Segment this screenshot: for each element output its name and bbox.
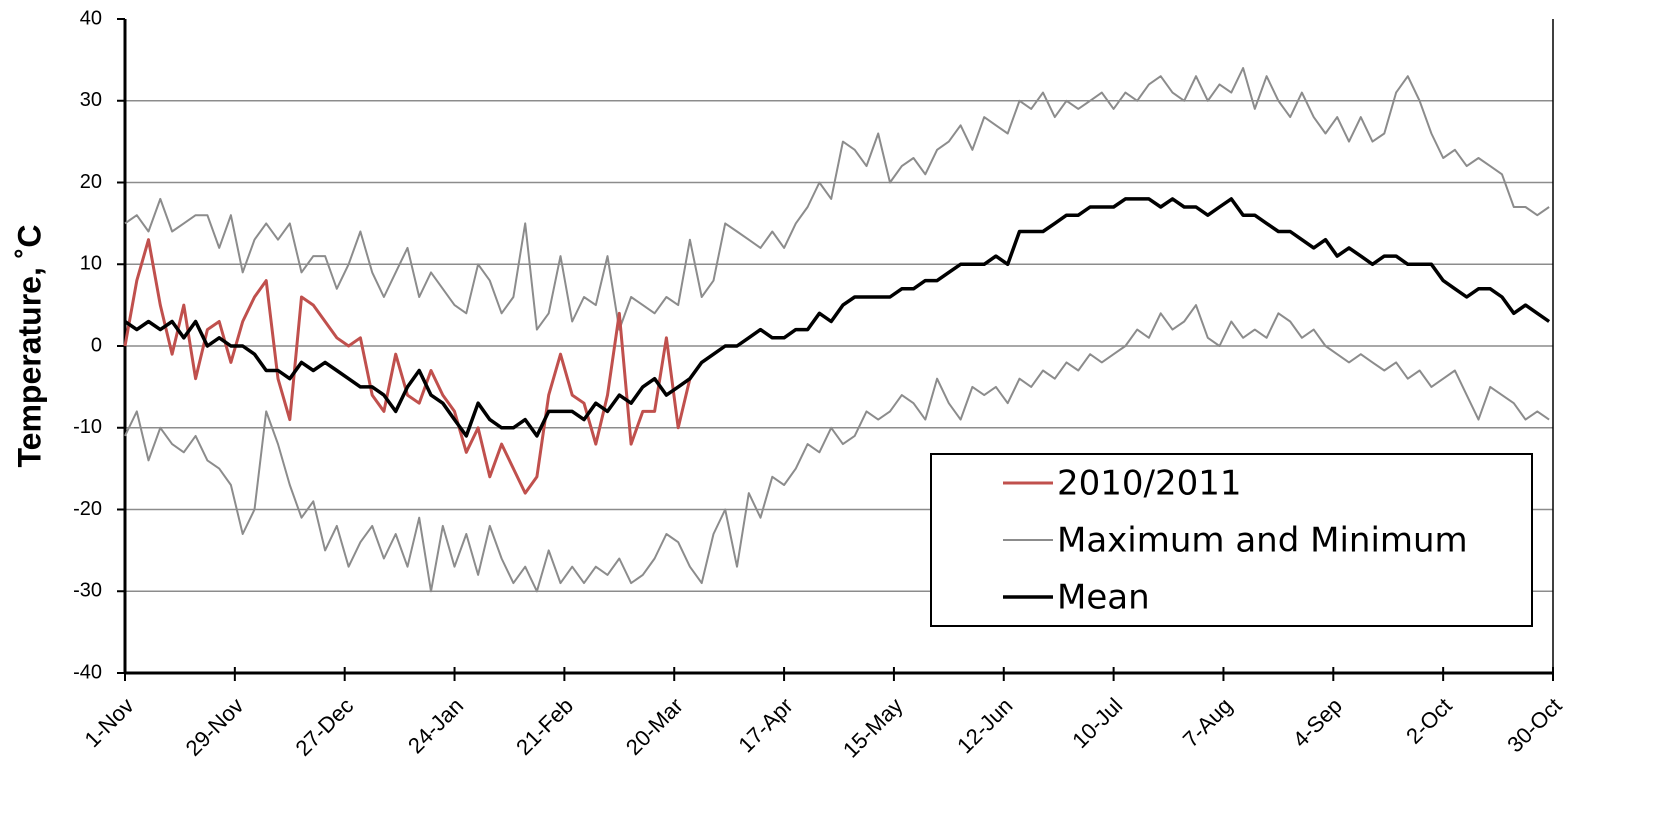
y-tick-label: -10 — [73, 416, 102, 438]
x-tick-label: 17-Apr — [733, 693, 797, 757]
legend-label: Maximum and Minimum — [1057, 521, 1468, 561]
x-tick-label: 27-Dec — [291, 693, 359, 761]
x-tick-label: 30-Oct — [1502, 693, 1566, 757]
x-tick-label: 29-Nov — [181, 693, 249, 761]
x-tick-label: 2-Oct — [1401, 693, 1457, 749]
legend: 2010/2011 Maximum and Minimum Mean — [930, 453, 1533, 627]
x-tick-label: 7-Aug — [1178, 693, 1237, 752]
y-tick-label: -20 — [73, 498, 102, 520]
y-tick-label: 20 — [80, 171, 102, 193]
legend-label: 2010/2011 — [1057, 464, 1242, 504]
y-tick-label: 30 — [80, 89, 102, 111]
series-line — [124, 197, 1551, 438]
series-line — [124, 67, 1550, 331]
y-axis-label: Temperature, ˚C — [11, 224, 47, 467]
x-tick-label: 24-Jan — [403, 693, 468, 758]
x-tick-label: 21-Feb — [511, 693, 578, 760]
y-tick-label: 40 — [80, 7, 102, 29]
x-tick-label: 20-Mar — [621, 693, 688, 760]
y-tick-label: -30 — [73, 580, 102, 602]
series-line — [123, 238, 692, 495]
x-tick-label: 12-Jun — [952, 693, 1017, 758]
series-line — [124, 304, 1550, 593]
x-tick-label: 10-Jul — [1067, 693, 1127, 753]
y-tick-label: -40 — [73, 661, 102, 683]
x-tick-label: 15-May — [838, 693, 908, 763]
y-tick-label: 10 — [80, 253, 102, 275]
y-tick-label: 0 — [91, 334, 102, 356]
x-tick-label: 4-Sep — [1288, 693, 1347, 752]
x-tick-label: 1-Nov — [79, 693, 138, 752]
legend-label: Mean — [1057, 578, 1150, 618]
